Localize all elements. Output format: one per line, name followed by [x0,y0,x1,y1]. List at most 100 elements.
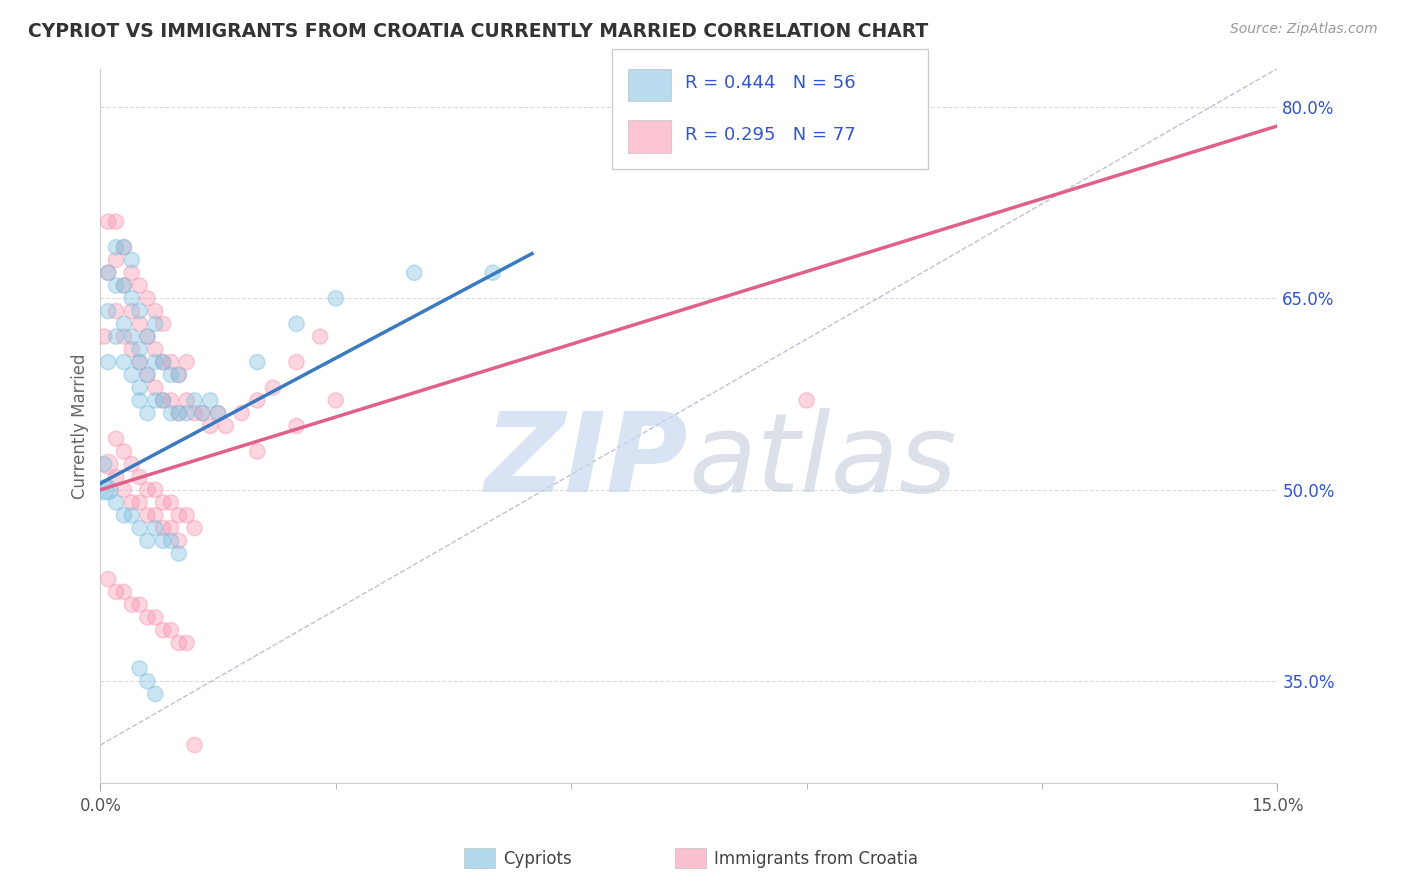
Point [97,266,120,280]
Point [404,266,426,280]
Point [97,572,120,586]
Point [285,419,308,434]
Point [97,215,120,229]
Point [143,610,166,624]
Point [160,623,183,637]
Point [112,278,135,293]
Point [121,508,143,523]
Text: R = 0.295   N = 77: R = 0.295 N = 77 [685,126,855,144]
Y-axis label: Currently Married: Currently Married [72,353,89,499]
Point [136,483,159,497]
Point [136,368,159,382]
Point [128,381,150,395]
Point [93,329,115,343]
Point [215,419,238,434]
Point [136,674,159,689]
Point [325,291,347,305]
Point [167,508,190,523]
Point [167,533,190,548]
Point [136,610,159,624]
Point [325,393,347,408]
Text: Cypriots: Cypriots [503,850,572,868]
Point [176,636,198,650]
Point [121,495,143,509]
Point [285,317,308,331]
Point [167,547,190,561]
Point [136,329,159,343]
Point [143,393,166,408]
Point [152,355,174,369]
Point [112,329,135,343]
Point [128,598,150,612]
Point [143,508,166,523]
Point [152,495,174,509]
Point [231,406,253,420]
Point [143,381,166,395]
Point [136,533,159,548]
Point [128,355,150,369]
Point [128,343,150,357]
Point [112,585,135,599]
Point [112,317,135,331]
Point [105,432,128,446]
Point [97,355,120,369]
Point [246,444,269,458]
Point [121,368,143,382]
Point [128,278,150,293]
Point [128,304,150,318]
Point [160,393,183,408]
Point [143,304,166,318]
Point [105,240,128,254]
Point [121,252,143,267]
Point [152,533,174,548]
Text: Source: ZipAtlas.com: Source: ZipAtlas.com [1230,22,1378,37]
Point [128,355,150,369]
Point [160,406,183,420]
Point [105,585,128,599]
Point [121,598,143,612]
Point [176,508,198,523]
Point [97,266,120,280]
Point [105,278,128,293]
Point [105,495,128,509]
Point [207,406,229,420]
Point [152,317,174,331]
Point [160,495,183,509]
Point [105,215,128,229]
Point [191,406,214,420]
Point [121,343,143,357]
Point [97,483,120,497]
Point [152,521,174,535]
Point [309,329,332,343]
Point [128,317,150,331]
Point [176,406,198,420]
Point [112,444,135,458]
Point [246,355,269,369]
Point [105,470,128,484]
Point [152,393,174,408]
Point [167,368,190,382]
Point [105,304,128,318]
Text: ZIP: ZIP [485,409,689,516]
Point [112,240,135,254]
Point [136,291,159,305]
Point [183,738,205,752]
Point [160,368,183,382]
Point [136,368,159,382]
Point [128,661,150,675]
Point [128,495,150,509]
Text: R = 0.444   N = 56: R = 0.444 N = 56 [685,74,855,92]
Text: atlas: atlas [689,409,957,516]
Point [136,508,159,523]
Point [143,343,166,357]
Point [176,355,198,369]
Point [97,457,120,471]
Point [152,393,174,408]
Point [160,355,183,369]
Point [112,508,135,523]
Point [136,329,159,343]
Text: CYPRIOT VS IMMIGRANTS FROM CROATIA CURRENTLY MARRIED CORRELATION CHART: CYPRIOT VS IMMIGRANTS FROM CROATIA CURRE… [28,22,928,41]
Point [112,483,135,497]
Point [167,406,190,420]
Point [160,521,183,535]
